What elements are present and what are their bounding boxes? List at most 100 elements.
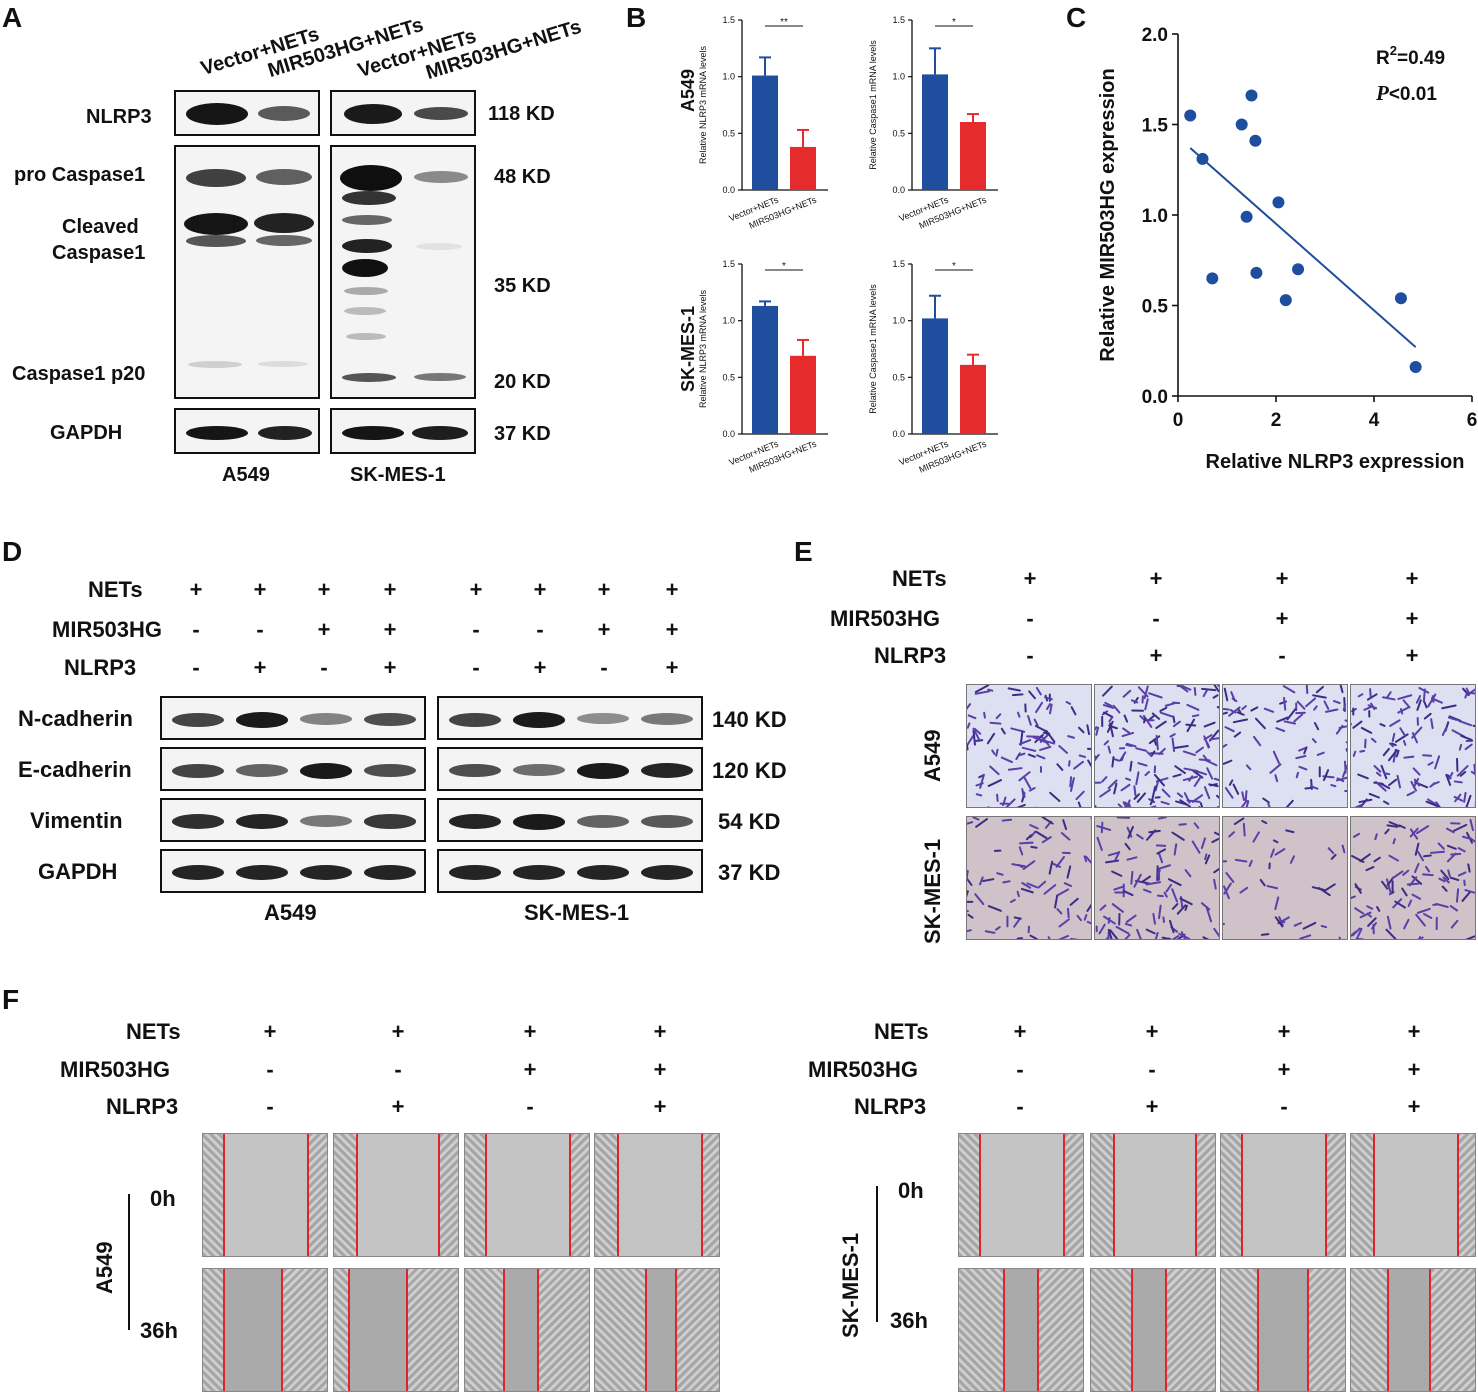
- stained-cell: [1395, 749, 1400, 758]
- y-tick-label: 0.0: [892, 429, 905, 439]
- stained-cell: [1296, 700, 1306, 710]
- stained-cell: [1397, 706, 1410, 714]
- condition-sign: -: [1016, 1057, 1024, 1082]
- stained-cell: [1011, 693, 1024, 697]
- condition-sign: +: [665, 577, 679, 602]
- blot-band: [513, 763, 565, 777]
- stained-cell: [1151, 712, 1161, 720]
- stained-cell: [1133, 873, 1142, 888]
- stained-cell: [1402, 869, 1410, 876]
- stained-cell: [1450, 852, 1462, 856]
- condition-sign: +: [1407, 1094, 1421, 1119]
- stained-cell: [1382, 747, 1390, 757]
- stained-cell: [1427, 693, 1437, 708]
- stained-cell: [1298, 765, 1308, 771]
- wound-edge-line: [979, 1134, 981, 1256]
- stained-cell: [1035, 701, 1044, 714]
- wound-healing-image: [1220, 1133, 1346, 1257]
- condition-sign: -: [1280, 1094, 1288, 1119]
- stained-cell: [1236, 711, 1245, 716]
- stained-cell: [1392, 838, 1396, 845]
- stained-cell: [1269, 763, 1282, 774]
- stained-cell: [1383, 800, 1390, 805]
- stained-cell: [1426, 798, 1438, 806]
- stained-cell: [1076, 914, 1082, 922]
- y-axis-label: Relative NLRP3 mRNA levels: [698, 45, 708, 164]
- scatter-point: [1184, 109, 1197, 122]
- wound-edge-line: [1165, 1269, 1167, 1391]
- stained-cell: [1183, 767, 1199, 772]
- wound-edge-line: [675, 1269, 677, 1391]
- marker-20kd: 20 KD: [494, 371, 551, 393]
- stained-cell: [1136, 792, 1146, 803]
- stained-cell: [1145, 881, 1162, 886]
- stained-cell: [1016, 890, 1020, 898]
- row-label-skmes1-f: SK-MES-1: [838, 1232, 863, 1338]
- stained-cell: [1234, 858, 1248, 863]
- blot-caspase1-a549: [174, 145, 320, 399]
- stained-cell: [1374, 833, 1378, 841]
- stained-cell: [1143, 888, 1152, 894]
- stained-cell: [1070, 777, 1075, 792]
- stained-cell: [1330, 784, 1337, 788]
- y-tick-label: 0.5: [722, 128, 735, 138]
- panel-letter-a: A: [2, 2, 23, 33]
- stained-cell: [1407, 899, 1413, 907]
- condition-sign: +: [1145, 1019, 1159, 1044]
- cond-label-nets-f2: NETs: [874, 1019, 929, 1044]
- stained-cell: [1073, 760, 1084, 770]
- stained-cell: [1447, 716, 1458, 721]
- stained-cell: [1422, 688, 1426, 703]
- blot-band: [577, 865, 629, 881]
- scatter-point: [1250, 266, 1263, 279]
- wound-gap: [1241, 1134, 1325, 1256]
- stained-cell: [1459, 770, 1467, 777]
- wound-edge-line: [1387, 1269, 1389, 1391]
- blot-band: [300, 815, 352, 827]
- cell-monolayer: [1091, 1269, 1131, 1391]
- stained-cell: [1470, 770, 1475, 776]
- stained-cell: [1440, 869, 1450, 881]
- stained-cell: [1445, 773, 1452, 786]
- wound-gap: [1131, 1269, 1165, 1391]
- stained-cell: [1063, 882, 1073, 888]
- stained-cell: [1324, 708, 1339, 713]
- stained-cell: [1360, 726, 1373, 734]
- wound-gap: [1373, 1134, 1457, 1256]
- stained-cell: [1272, 750, 1280, 764]
- transwell-image: [1350, 816, 1476, 940]
- marker-48kd: 48 KD: [494, 166, 551, 188]
- cell-monolayer: [1195, 1134, 1215, 1256]
- stained-cell: [1385, 878, 1392, 894]
- western-blot-strip: [437, 696, 703, 740]
- condition-sign: -: [600, 655, 608, 680]
- stained-cell: [1027, 753, 1036, 758]
- condition-sign: +: [653, 1057, 667, 1082]
- condition-sign: -: [266, 1094, 274, 1119]
- stained-cell: [1403, 755, 1415, 759]
- stained-cell: [1450, 919, 1459, 929]
- stained-cell: [1171, 903, 1179, 910]
- stained-cell: [1359, 749, 1366, 753]
- stained-cell: [1200, 837, 1206, 850]
- stained-cell: [1113, 782, 1118, 795]
- stained-cell: [1351, 895, 1356, 900]
- blot-band: [236, 865, 288, 881]
- stained-cell: [1172, 773, 1182, 778]
- row-label-cleaved: Cleaved: [62, 216, 139, 238]
- stained-cell: [1122, 727, 1131, 734]
- stained-cell: [1363, 705, 1373, 711]
- stained-cell: [1041, 817, 1054, 825]
- condition-sign: -: [320, 655, 328, 680]
- stained-cell: [978, 774, 985, 779]
- stained-cell: [1442, 876, 1450, 884]
- stained-cell: [1020, 887, 1034, 894]
- stained-cell: [1046, 703, 1052, 710]
- wound-gap: [223, 1134, 307, 1256]
- cell-monolayer: [1325, 1134, 1345, 1256]
- stained-cell: [1449, 876, 1460, 882]
- stained-cell: [1122, 801, 1128, 807]
- stained-cell: [1060, 832, 1071, 841]
- condition-sign: +: [1149, 643, 1163, 668]
- stained-cell: [1283, 696, 1287, 711]
